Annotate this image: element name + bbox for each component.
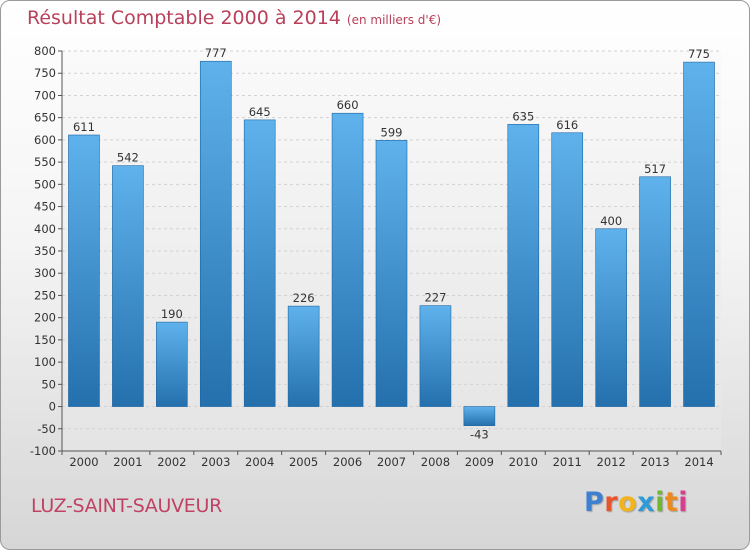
x-tick-label: 2005 [289, 455, 318, 469]
logo-letter: i [655, 487, 665, 518]
y-tick-label: -100 [30, 444, 56, 458]
data-label: -43 [470, 428, 489, 442]
logo-letter: o [618, 487, 638, 518]
bars [68, 60, 715, 426]
y-tick-label: 150 [34, 333, 56, 347]
logo-letter: x [637, 487, 656, 518]
data-label: 226 [293, 291, 315, 305]
y-tick-label: 650 [34, 111, 56, 125]
y-tick-label: 350 [34, 244, 56, 258]
x-tick-label: 2012 [597, 455, 626, 469]
x-tick-label: 2000 [69, 455, 98, 469]
commune-name: LUZ-SAINT-SAUVEUR [31, 495, 223, 517]
y-tick-label: 50 [41, 377, 56, 391]
y-tick-label: 0 [49, 400, 56, 414]
y-tick-label: 600 [34, 133, 56, 147]
y-tick-label: 500 [34, 177, 56, 191]
bar-2001 [112, 165, 144, 407]
y-tick-label: 250 [34, 288, 56, 302]
data-label: 775 [688, 47, 710, 61]
data-label: 611 [73, 120, 95, 134]
x-tick-label: 2003 [201, 455, 230, 469]
data-label: 190 [161, 307, 183, 321]
data-labels: 611 542 190 777 645 226 660 599 227 -43 635 616 400 5… [73, 46, 710, 441]
y-tick-label: 550 [34, 155, 56, 169]
y-tick-label: 200 [34, 311, 56, 325]
bar-2009 [463, 406, 496, 426]
y-tick-label: 300 [34, 266, 56, 280]
y-axis: -100 -50 0 50 100 150 200 250 300 350 400 450 500 550… [30, 44, 63, 458]
logo-letter: t [664, 487, 679, 518]
y-tick-label: 700 [34, 88, 56, 102]
bar-2005 [287, 305, 320, 407]
logo-letter: P [584, 487, 605, 518]
logo-letter: r [604, 487, 619, 518]
data-label: 517 [644, 162, 666, 176]
x-tick-label: 2006 [333, 455, 362, 469]
x-tick-label: 2008 [421, 455, 450, 469]
bar-2014 [683, 61, 715, 407]
x-tick-label: 2013 [640, 455, 669, 469]
data-label: 542 [117, 151, 139, 165]
logo-letter: i [678, 487, 689, 518]
y-tick-label: 100 [34, 355, 56, 369]
x-axis: 2000 2001 2002 2003 2004 2005 2006 2007 2008 2009… [61, 450, 722, 469]
bar-2002 [156, 321, 188, 407]
bar-2007 [375, 140, 408, 407]
bar-2008 [419, 305, 452, 407]
x-tick-label: 2009 [465, 455, 494, 469]
y-tick-label: 800 [34, 44, 56, 58]
chart-title-text: Résultat Comptable 2000 à 2014 [27, 7, 341, 29]
bar-2006 [331, 112, 364, 407]
bar-2004 [243, 119, 276, 407]
data-label: 660 [337, 98, 359, 112]
chart-subtitle: (en milliers d'€) [346, 13, 442, 27]
bar-2000 [68, 134, 100, 407]
y-tick-label: 400 [34, 222, 56, 236]
data-label: 227 [424, 291, 446, 305]
x-tick-label: 2004 [245, 455, 274, 469]
data-label: 777 [205, 46, 227, 60]
y-tick-label: -50 [37, 422, 56, 436]
data-label: 635 [512, 109, 534, 123]
y-tick-label: 450 [34, 200, 56, 214]
x-tick-label: 2014 [684, 455, 713, 469]
y-tick-label: 750 [34, 66, 56, 80]
bar-2011 [551, 132, 584, 407]
x-tick-label: 2002 [157, 455, 186, 469]
data-label: 616 [556, 118, 578, 132]
bar-2010 [507, 124, 540, 407]
bar-2003 [199, 60, 232, 407]
data-label: 599 [381, 125, 403, 139]
proxiti-logo[interactable]: Proxiti [584, 487, 688, 518]
x-tick-label: 2011 [553, 455, 582, 469]
data-label: 645 [249, 105, 271, 119]
bar-2012 [595, 228, 627, 407]
bar-2013 [639, 176, 671, 407]
data-label: 400 [600, 214, 622, 228]
x-tick-label: 2001 [113, 455, 142, 469]
x-tick-label: 2010 [509, 455, 538, 469]
chart-title: Résultat Comptable 2000 à 2014 (en millie… [27, 7, 441, 29]
x-tick-label: 2007 [377, 455, 406, 469]
